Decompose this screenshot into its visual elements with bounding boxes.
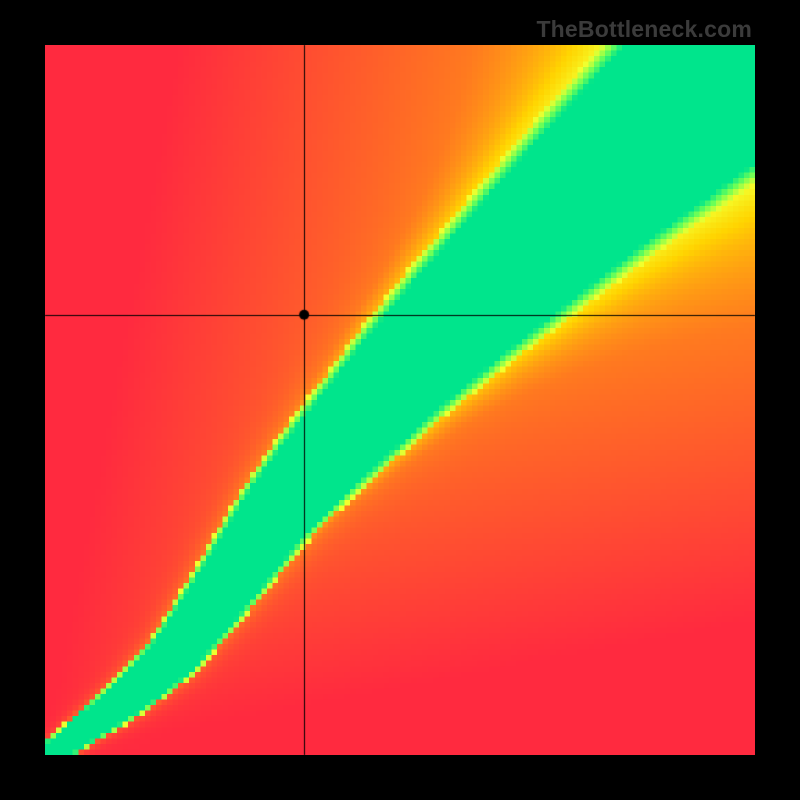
chart-container: TheBottleneck.com bbox=[0, 0, 800, 800]
crosshair-overlay bbox=[0, 0, 800, 800]
watermark-text: TheBottleneck.com bbox=[536, 16, 752, 43]
